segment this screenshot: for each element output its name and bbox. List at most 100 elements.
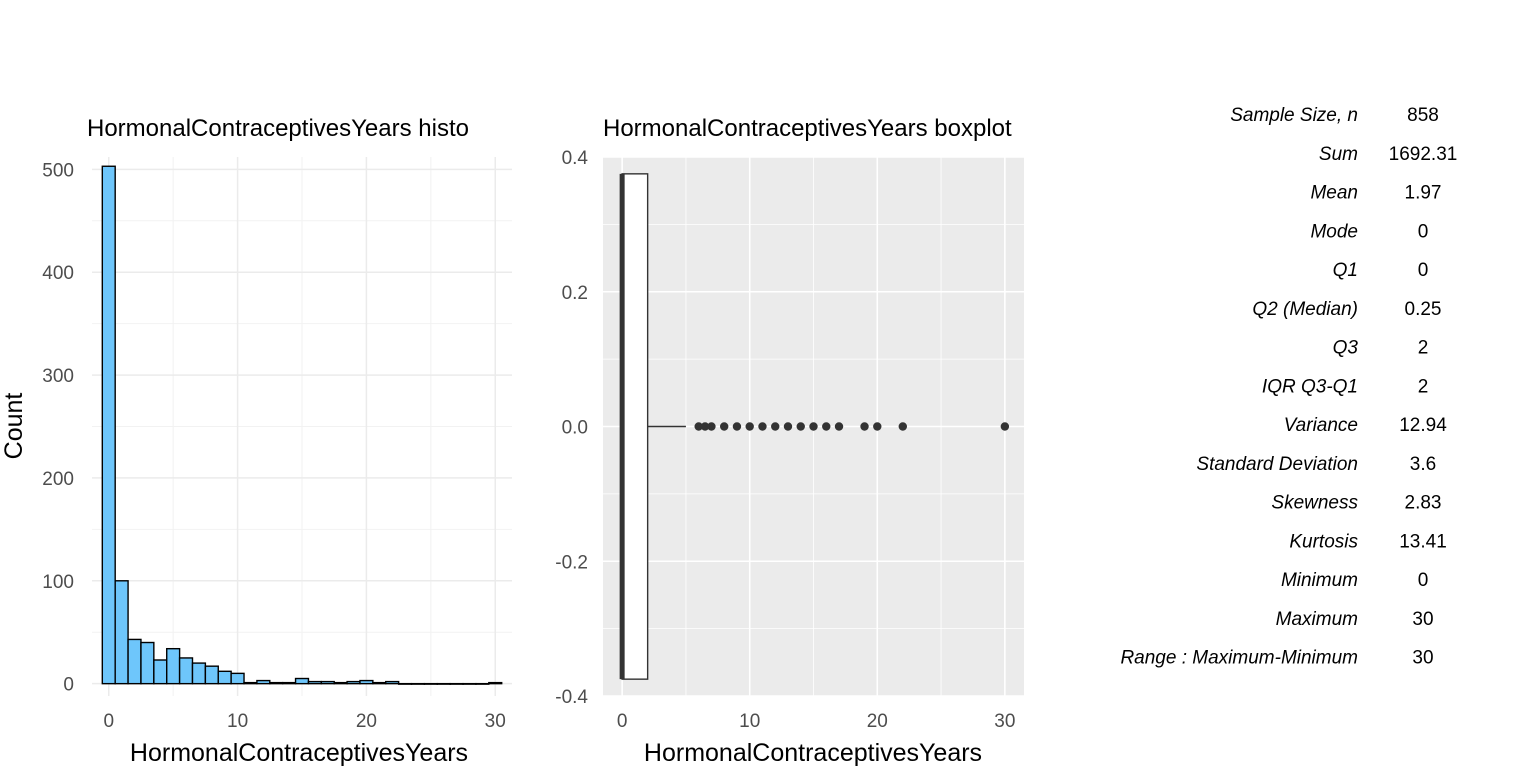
histogram-bar <box>140 641 155 685</box>
stat-label: Sample Size, n <box>1230 105 1358 126</box>
stat-value: 0 <box>1418 260 1429 281</box>
histogram-bar <box>397 682 413 685</box>
histogram-bar <box>256 679 271 685</box>
stat-label: Maximum <box>1276 609 1358 630</box>
boxplot-box <box>619 173 686 680</box>
histogram-panel: HormonalContraceptivesYears histo 0 100 20… <box>0 115 512 767</box>
stat-value: 858 <box>1407 105 1439 126</box>
boxplot-outlier-point <box>796 422 805 431</box>
histogram-bar <box>436 682 451 685</box>
histogram-bar <box>114 580 129 685</box>
boxplot-x-tick-label: 30 <box>994 711 1015 732</box>
histogram-bar <box>243 681 258 685</box>
histogram-bar <box>372 681 387 685</box>
histogram-bar <box>320 680 335 685</box>
stat-value: 30 <box>1412 648 1433 669</box>
stat-value: 1692.31 <box>1389 144 1458 165</box>
boxplot-y-tick-label: 0.4 <box>562 148 589 169</box>
boxplot-x-axis-title: HormonalContraceptivesYears <box>644 739 982 767</box>
stat-label: Skewness <box>1271 493 1358 514</box>
stat-label: Q3 <box>1333 338 1359 359</box>
stat-label: Q1 <box>1333 260 1358 281</box>
boxplot-outlier-point <box>719 422 729 431</box>
stat-value: 0 <box>1418 570 1429 591</box>
boxplot-outlier-point <box>860 422 869 431</box>
stat-value: 30 <box>1412 609 1433 630</box>
histogram-y-tick-label: 500 <box>42 160 74 181</box>
boxplot-x-tick-label: 0 <box>617 711 628 732</box>
histogram-y-tick-label: 400 <box>42 263 74 284</box>
histogram-x-ticks: 0 10 20 30 <box>103 711 505 732</box>
boxplot-iqr-box <box>621 173 649 680</box>
stat-label: Range : Maximum-Minimum <box>1120 648 1358 669</box>
boxplot-outlier-point <box>707 422 716 431</box>
boxplot-outlier-point <box>745 422 754 431</box>
stat-label: Variance <box>1284 415 1358 436</box>
histogram-bar <box>385 680 400 685</box>
histogram-bar <box>475 682 490 685</box>
histogram-bar <box>178 657 194 685</box>
histogram-y-tick-label: 100 <box>42 572 74 593</box>
histogram-title: HormonalContraceptivesYears histo <box>87 115 469 142</box>
boxplot-outlier-point <box>758 422 767 431</box>
boxplot-title: HormonalContraceptivesYears boxplot <box>603 115 1012 142</box>
boxplot-panel: HormonalContraceptivesYears boxplot -0.4… <box>555 115 1024 767</box>
boxplot-outlier-point <box>822 422 831 431</box>
boxplot-outlier-point <box>732 422 742 431</box>
stat-label: Minimum <box>1281 570 1358 591</box>
boxplot-outlier-point <box>700 422 710 431</box>
stat-value: 0.25 <box>1405 299 1442 320</box>
histogram-bar <box>191 662 207 685</box>
boxplot-outlier-point <box>783 422 793 431</box>
histogram-bar <box>217 670 232 685</box>
stat-value: 13.41 <box>1399 531 1447 552</box>
histogram-y-tick-label: 300 <box>42 366 74 387</box>
boxplot-x-ticks: 0 10 20 30 <box>617 711 1016 732</box>
histogram-bar <box>346 680 361 685</box>
boxplot-y-tick-label: -0.4 <box>555 687 588 708</box>
stat-label: Mean <box>1310 183 1358 204</box>
histogram-bars <box>101 165 503 685</box>
histogram-x-axis-title: HormonalContraceptivesYears <box>130 739 468 767</box>
stat-label: Q2 (Median) <box>1252 299 1358 320</box>
stat-label: Mode <box>1310 221 1358 242</box>
histogram-bar <box>269 681 284 685</box>
stat-value: 3.6 <box>1410 454 1436 475</box>
stat-value: 0 <box>1418 221 1429 242</box>
histogram-bar <box>294 677 310 685</box>
boxplot-outliers <box>694 422 1010 431</box>
boxplot-outlier-point <box>1000 422 1010 431</box>
histogram-bar <box>166 647 181 685</box>
boxplot-y-ticks: -0.4 -0.2 0.0 0.2 0.4 <box>555 148 588 708</box>
boxplot-x-tick-label: 20 <box>867 711 888 732</box>
boxplot-y-tick-label: 0.2 <box>562 283 588 304</box>
boxplot-y-tick-label: -0.2 <box>555 552 588 573</box>
stat-value: 2 <box>1418 338 1429 359</box>
histogram-y-axis-title: Count <box>0 393 28 460</box>
stat-label: Standard Deviation <box>1196 454 1358 475</box>
histogram-bar <box>204 665 219 685</box>
histogram-x-tick-label: 0 <box>103 711 114 732</box>
boxplot-outlier-point <box>809 422 818 431</box>
histogram-x-tick-label: 10 <box>227 711 248 732</box>
boxplot-outlier-point <box>873 422 882 431</box>
stat-value: 1.97 <box>1405 183 1442 204</box>
histogram-y-ticks: 0 100 200 300 400 500 <box>42 160 74 695</box>
histogram-bar <box>462 682 477 685</box>
boxplot-x-tick-label: 10 <box>739 711 760 732</box>
histogram-bar <box>410 682 426 685</box>
histogram-bar <box>281 681 297 685</box>
histogram-bar <box>423 682 438 685</box>
stat-label: IQR Q3-Q1 <box>1262 376 1358 397</box>
boxplot-outlier-point <box>898 422 908 431</box>
stat-label: Kurtosis <box>1289 531 1358 552</box>
histogram-bar <box>359 679 374 685</box>
boxplot-outlier-point <box>834 422 844 431</box>
histogram-bar <box>449 682 464 685</box>
histogram-y-tick-label: 200 <box>42 469 74 490</box>
histogram-bar <box>101 165 116 685</box>
boxplot-outlier-point <box>771 422 780 431</box>
histogram-bar <box>153 659 168 685</box>
histogram-gridlines <box>92 157 512 696</box>
